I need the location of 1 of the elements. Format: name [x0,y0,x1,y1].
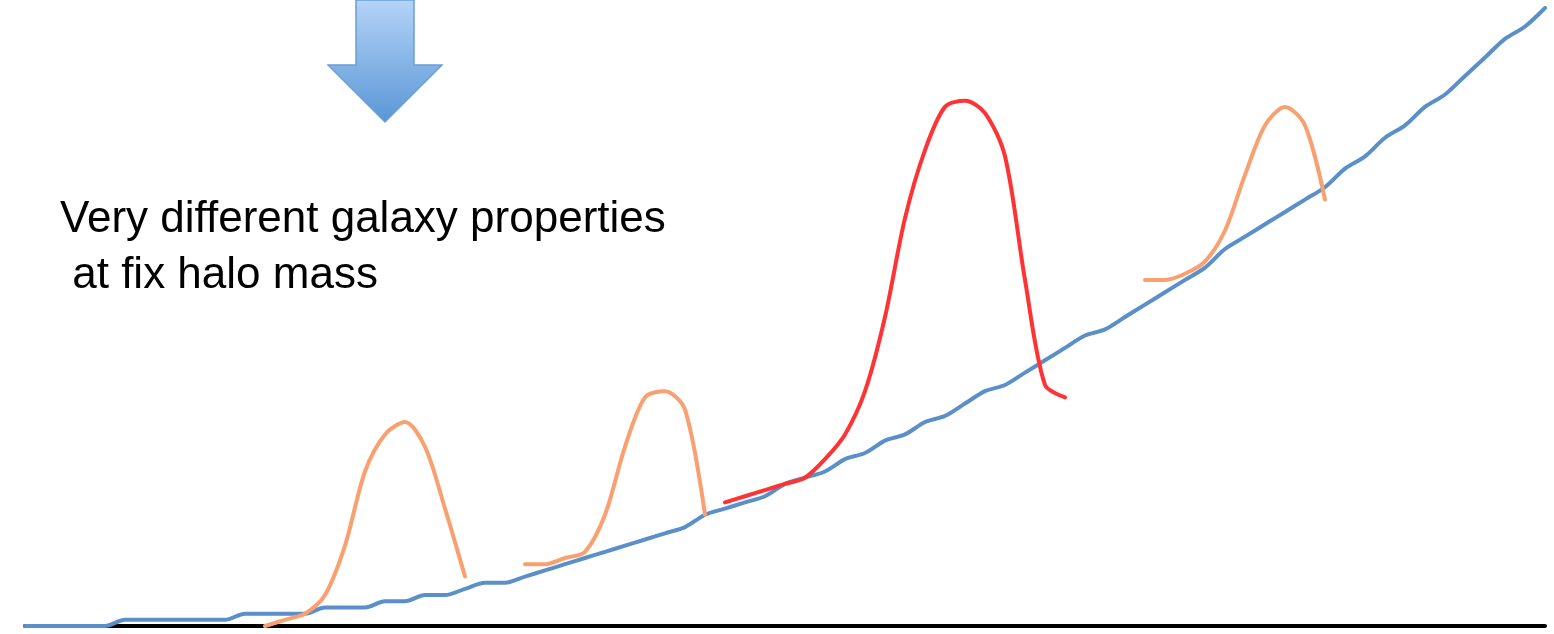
annotation: Very different galaxy properties at fix halo mass [60,191,666,297]
